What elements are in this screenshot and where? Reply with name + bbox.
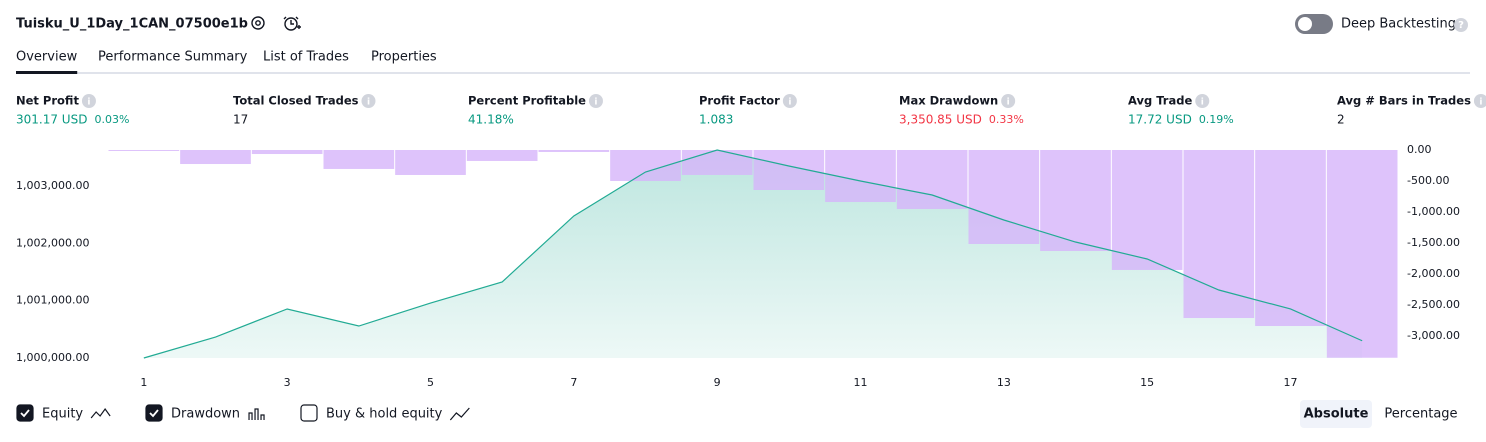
checkmark: [149, 409, 159, 418]
toggle-knob: [1298, 17, 1312, 31]
metric-label: Max Drawdown: [899, 94, 998, 108]
metric-label: Total Closed Trades: [233, 94, 359, 108]
info-mark: i: [1201, 98, 1204, 108]
settings-icon[interactable]: [251, 16, 265, 30]
tab[interactable]: Properties: [371, 50, 437, 65]
series-icon: [248, 408, 265, 420]
help-icon[interactable]: ?: [1454, 18, 1468, 32]
drawdown-bar: [753, 150, 825, 190]
drawdown-bar: [968, 150, 1040, 244]
info-icon: [782, 94, 797, 108]
metric-percent: 0.33%: [989, 113, 1024, 126]
y-tick-label: 1,001,000.00: [16, 294, 89, 307]
drawdown-bar: [1040, 150, 1111, 251]
equity-line: [143, 149, 1363, 359]
deep-backtesting-label: Deep Backtesting: [1341, 17, 1456, 32]
drawdown-bar: [610, 150, 681, 181]
deep-backtesting-toggle[interactable]: [1295, 14, 1333, 34]
metric-label: Net Profit: [16, 94, 79, 108]
info-mark: i: [367, 98, 370, 108]
metric-value: 17: [233, 113, 248, 127]
metric-value: 41.18%: [468, 113, 514, 127]
mode-button[interactable]: Percentage: [1384, 407, 1457, 422]
x-tick-label: 5: [427, 376, 434, 389]
tab[interactable]: Performance Summary: [98, 50, 248, 65]
info-icon: [361, 94, 376, 108]
checkbox[interactable]: [300, 404, 318, 422]
mode-button-bg: [1300, 400, 1372, 428]
metric-percent: 0.19%: [1199, 113, 1234, 126]
metric-value: 3,350.85 USD: [899, 113, 982, 127]
alert-icon[interactable]: [283, 16, 301, 31]
checkbox-label: Buy & hold equity: [326, 407, 443, 422]
y2-tick-label: -1,500.00: [1407, 236, 1460, 249]
metric-value: 1.083: [699, 113, 733, 127]
checkbox[interactable]: [145, 404, 163, 422]
metric-percent: 0.03%: [94, 113, 129, 126]
metric-label: Percent Profitable: [468, 94, 586, 108]
y-tick-label: 1,003,000.00: [16, 179, 89, 192]
drawdown-bar: [466, 150, 538, 161]
x-tick-label: 1: [140, 376, 147, 389]
metric-value: 2: [1337, 113, 1345, 127]
x-tick-label: 17: [1284, 376, 1298, 389]
drawdown-bar: [1255, 150, 1326, 327]
y2-tick-label: -2,000.00: [1407, 267, 1460, 280]
info-mark: i: [594, 98, 597, 108]
y2-tick-label: 0.00: [1407, 143, 1432, 156]
y2-tick-label: -500.00: [1407, 174, 1449, 187]
info-mark: i: [87, 98, 90, 108]
info-mark: i: [1007, 98, 1010, 108]
drawdown-bar: [1183, 150, 1255, 319]
metric-value: 17.72 USD: [1128, 113, 1192, 127]
checkbox[interactable]: [16, 404, 34, 422]
tab[interactable]: List of Trades: [263, 50, 349, 65]
info-icon: [588, 94, 603, 108]
series-icon: [449, 407, 470, 421]
y-tick-label: 1,002,000.00: [16, 236, 89, 249]
drawdown-bar: [251, 150, 323, 155]
drawdown-bar: [108, 150, 180, 151]
info-mark: i: [1479, 98, 1482, 108]
y2-tick-label: -3,000.00: [1407, 329, 1460, 342]
mode-button[interactable]: Absolute: [1304, 407, 1369, 422]
y2-tick-label: -2,500.00: [1407, 298, 1460, 311]
metric-value: 301.17 USD: [16, 113, 87, 127]
y2-tick-label: -1,000.00: [1407, 205, 1460, 218]
drawdown-bar: [395, 150, 466, 175]
info-mark: i: [788, 98, 791, 108]
info-icon: [1195, 94, 1210, 108]
x-tick-label: 11: [854, 376, 868, 389]
x-tick-label: 13: [997, 376, 1011, 389]
metric-label: Profit Factor: [699, 94, 780, 108]
drawdown-bar: [538, 150, 610, 152]
drawdown-bar: [896, 150, 968, 210]
metric-label: Avg # Bars in Trades: [1337, 94, 1471, 108]
drawdown-bar: [323, 150, 395, 169]
drawdown-bar: [180, 150, 251, 165]
x-tick-label: 15: [1140, 376, 1154, 389]
drawdown-bar: [681, 150, 753, 175]
strategy-title: Tuisku_U_1Day_1CAN_07500e1b: [16, 17, 248, 32]
checkbox-label: Equity: [42, 407, 83, 422]
info-icon: [1473, 94, 1486, 108]
x-tick-label: 7: [570, 376, 577, 389]
drawdown-bar: [1111, 150, 1183, 270]
checkmark: [20, 409, 30, 418]
y-tick-label: 1,000,000.00: [16, 351, 89, 364]
info-icon: [81, 94, 96, 108]
equity-area: [143, 150, 1363, 358]
drawdown-bar: [1326, 150, 1398, 358]
metric-label: Avg Trade: [1128, 94, 1192, 108]
checkbox-label: Drawdown: [171, 407, 240, 422]
tab[interactable]: Overview: [16, 50, 78, 65]
active-tab-underline: [16, 71, 78, 74]
info-icon: [1001, 94, 1016, 108]
x-tick-label: 3: [284, 376, 291, 389]
series-icon: [90, 407, 111, 419]
x-tick-label: 9: [714, 376, 721, 389]
help-mark: ?: [1458, 20, 1464, 31]
